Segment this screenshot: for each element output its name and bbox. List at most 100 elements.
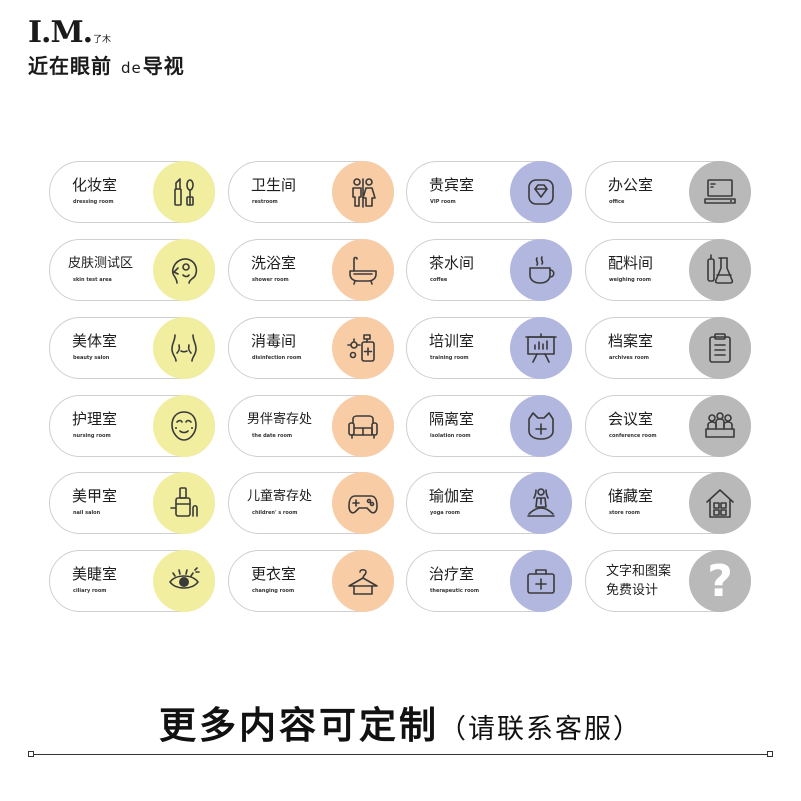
sign-title: 更衣室 [251, 565, 297, 583]
sign-card: 隔离室 isolation room [406, 395, 572, 457]
gamepad-icon [348, 495, 378, 514]
sign-subtitle: changing room [252, 588, 295, 594]
brand-logo: I.M. 了木 近在眼前 de导视 [28, 15, 228, 80]
sign-card: 男伴寄存处 the date room [228, 395, 394, 457]
sign-subtitle: training room [430, 355, 469, 361]
sofa-icon [348, 415, 378, 439]
bathtub-icon [349, 256, 377, 285]
sign-card: 卫生间 restroom [228, 161, 394, 223]
house-storage-icon [706, 489, 734, 518]
sign-card: 培训室 training room [406, 317, 572, 379]
sign-subtitle: beauty salon [73, 355, 110, 361]
logo-name: 近在眼前 de导视 [28, 54, 185, 80]
sign-card: 档案室 archives room [585, 317, 751, 379]
sign-subtitle: shower room [252, 277, 289, 283]
sign-subtitle: archives room [609, 355, 649, 361]
body-icon [171, 334, 197, 362]
icon-circle [689, 395, 751, 457]
medical-cat-icon [528, 412, 554, 440]
sign-title: 配料间 [608, 254, 654, 272]
footer-main-text: 更多内容可定制 [159, 704, 439, 747]
sign-card: 化妆室 dressing room [49, 161, 215, 223]
icon-circle [510, 395, 572, 457]
sign-subtitle: skin test area [73, 277, 112, 283]
logo-name-b: 导视 [142, 54, 185, 78]
sign-title: 办公室 [608, 176, 654, 194]
icon-circle [510, 550, 572, 612]
logo-name-a: 近在眼前 [28, 54, 112, 78]
sign-title: 儿童寄存处 [247, 489, 313, 504]
sign-title: 美体室 [72, 332, 118, 350]
makeup-icon [174, 178, 194, 206]
yoga-icon [527, 488, 555, 517]
sign-title: 文字和图案 免费设计 [606, 564, 672, 598]
icon-circle [332, 550, 394, 612]
restroom-icon [352, 178, 376, 208]
medical-kit-icon [527, 569, 555, 594]
computer-icon [704, 179, 736, 204]
presentation-board-icon [525, 333, 557, 363]
sign-card: 消毒间 disinfection room [228, 317, 394, 379]
icon-circle [510, 239, 572, 301]
icon-circle [153, 395, 215, 457]
sign-subtitle: therapeutic room [430, 588, 480, 594]
icon-circle [510, 161, 572, 223]
sign-card: 贵宾室 VIP room [406, 161, 572, 223]
sign-title: 洗浴室 [251, 254, 297, 272]
sign-title: 贵宾室 [429, 176, 475, 194]
sign-subtitle: dressing room [73, 199, 114, 205]
sign-title: 美睫室 [72, 565, 118, 583]
icon-circle [510, 317, 572, 379]
icon-circle [689, 161, 751, 223]
sign-card: 皮肤测试区 skin test area [49, 239, 215, 301]
icon-circle [332, 395, 394, 457]
sign-title: 消毒间 [251, 332, 297, 350]
icon-circle [332, 472, 394, 534]
sign-card: 美体室 beauty salon [49, 317, 215, 379]
eye-lash-icon [169, 567, 200, 589]
sign-subtitle: restroom [252, 199, 278, 205]
icon-circle [689, 239, 751, 301]
sign-title: 茶水间 [429, 254, 475, 272]
sign-title: 治疗室 [429, 565, 475, 583]
sign-card: 配料间 weighing room [585, 239, 751, 301]
footer-sub-text: （请联系客服） [439, 714, 642, 745]
sign-title: 美甲室 [72, 487, 118, 505]
sign-title: 瑜伽室 [429, 487, 475, 505]
clipboard-icon [709, 333, 731, 363]
sign-card: 会议室 conference room [585, 395, 751, 457]
hanger-icon [348, 568, 378, 595]
sign-subtitle: conference room [609, 433, 657, 439]
icon-circle [153, 161, 215, 223]
divider-end-left [28, 751, 34, 757]
sign-title: 隔离室 [429, 410, 475, 428]
icon-circle [153, 317, 215, 379]
sign-subtitle: store room [609, 510, 640, 516]
sign-subtitle: weighing room [609, 277, 652, 283]
sign-title: 化妆室 [72, 176, 118, 194]
sign-card: 瑜伽室 yoga room [406, 472, 572, 534]
sign-subtitle: nail salon [73, 510, 101, 516]
icon-circle [332, 161, 394, 223]
question-mark-icon: ? [707, 555, 733, 607]
icon-circle [332, 239, 394, 301]
sign-card: 更衣室 changing room [228, 550, 394, 612]
sign-subtitle: the date room [252, 433, 293, 439]
icon-circle [153, 239, 215, 301]
sign-card: 文字和图案 免费设计? [585, 550, 751, 612]
sign-card: 治疗室 therapeutic room [406, 550, 572, 612]
logo-mark: I.M. [28, 15, 93, 50]
sign-subtitle: VIP room [430, 199, 456, 205]
footer-caption: 更多内容可定制（请联系客服） [0, 695, 801, 749]
nail-polish-icon [170, 487, 198, 517]
sign-subtitle: coffee [430, 277, 448, 283]
footer-divider [31, 754, 770, 755]
sign-card: 洗浴室 shower room [228, 239, 394, 301]
sign-title: 皮肤测试区 [68, 256, 134, 271]
sign-card: 茶水间 coffee [406, 239, 572, 301]
face-profile-icon [171, 258, 198, 284]
sign-subtitle: ciliary room [73, 588, 107, 594]
sign-subtitle: nursing room [73, 433, 111, 439]
sign-title: 档案室 [608, 332, 654, 350]
